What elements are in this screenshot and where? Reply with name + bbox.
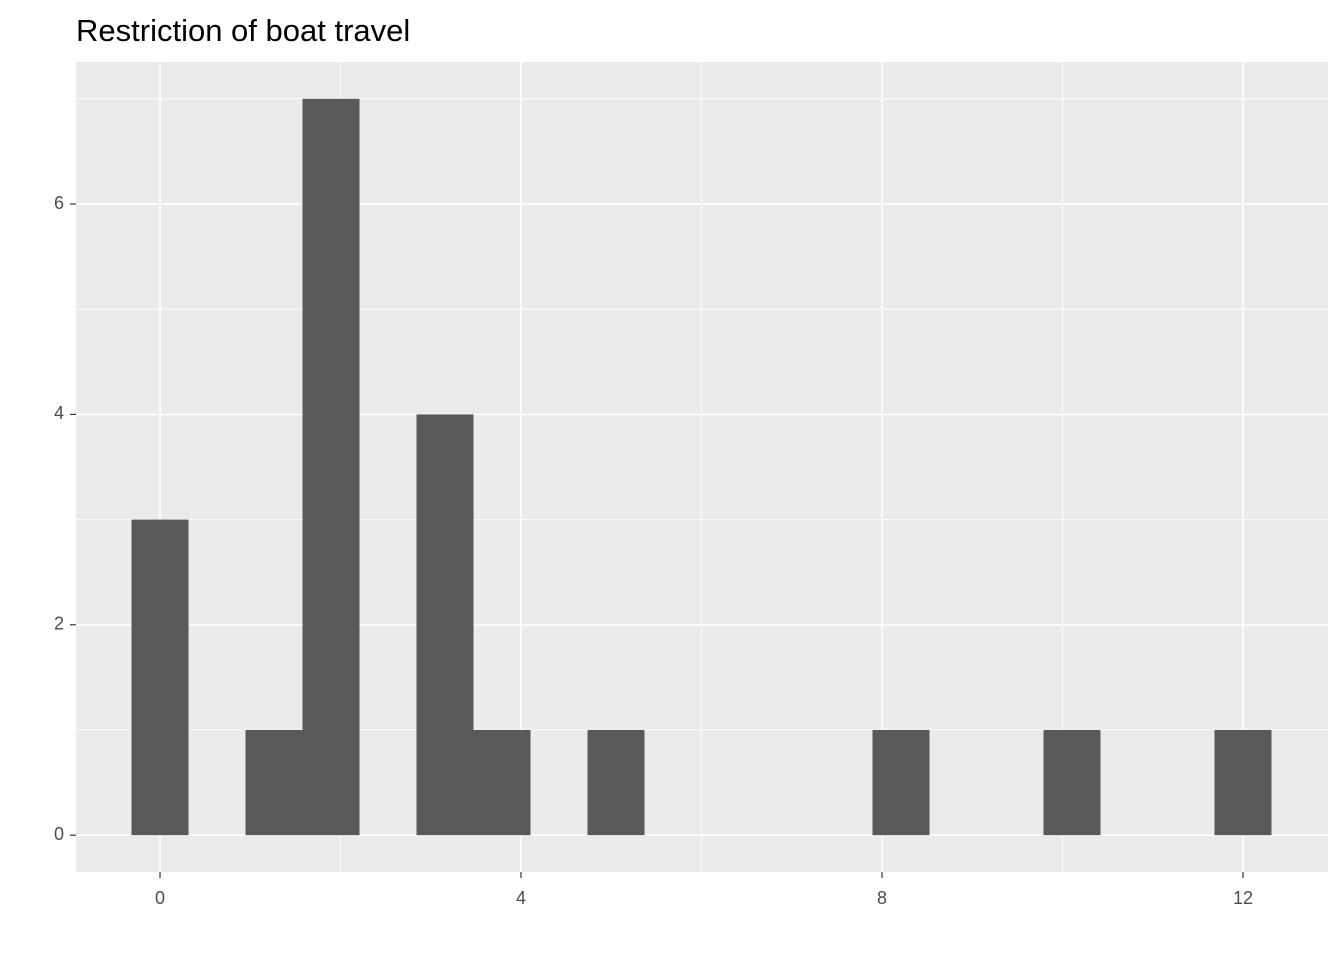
chart-title: Restriction of boat travel: [76, 13, 410, 48]
x-tick-label: 0: [155, 888, 165, 908]
bar: [131, 519, 189, 836]
bar: [1043, 729, 1101, 836]
bar: [872, 729, 930, 836]
bar: [473, 729, 531, 836]
bar: [416, 414, 474, 836]
y-tick-label: 6: [54, 193, 64, 213]
bar: [587, 729, 645, 836]
bar: [245, 729, 303, 836]
y-tick-label: 0: [54, 824, 64, 844]
bar: [302, 98, 360, 836]
y-tick-label: 2: [54, 614, 64, 634]
x-tick-label: 4: [516, 888, 526, 908]
bar: [1214, 729, 1272, 836]
y-tick-label: 4: [54, 403, 64, 423]
x-tick-label: 12: [1233, 888, 1253, 908]
x-tick-label: 8: [877, 888, 887, 908]
